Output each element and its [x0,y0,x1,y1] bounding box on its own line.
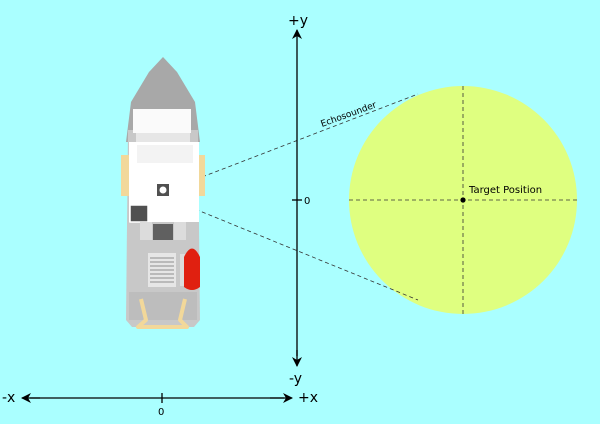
echosounder-label: Echosounder [320,100,379,129]
ship-a-frame [136,298,189,329]
echosounder-core [159,186,167,194]
target-position-label: Target Position [468,185,542,196]
ship [121,57,205,329]
ship-hatch-left [130,205,148,222]
x-negative-label: -x [2,390,15,406]
ship-deck-rail-right [174,222,186,240]
y-positive-label: +y [288,13,308,29]
y-zero-label: 0 [304,196,310,207]
beam-line-upper [162,93,419,193]
ship-aft-deck [129,292,197,320]
target-position-dot [460,197,466,203]
ship-bridge-window [136,133,190,142]
ship-hatch-left-rim [129,204,149,223]
ship-deck-rail-left [140,222,152,240]
ship-bridge [133,109,191,133]
beam-line-lower [162,195,419,301]
ship-deck-block [137,145,193,163]
ship-deck-grating [148,253,176,287]
x-zero-label: 0 [158,407,164,418]
ship-hatch-center [153,224,173,240]
ship-lifeboat [184,248,200,290]
y-negative-label: -y [289,371,302,387]
x-positive-label: +x [298,390,318,406]
